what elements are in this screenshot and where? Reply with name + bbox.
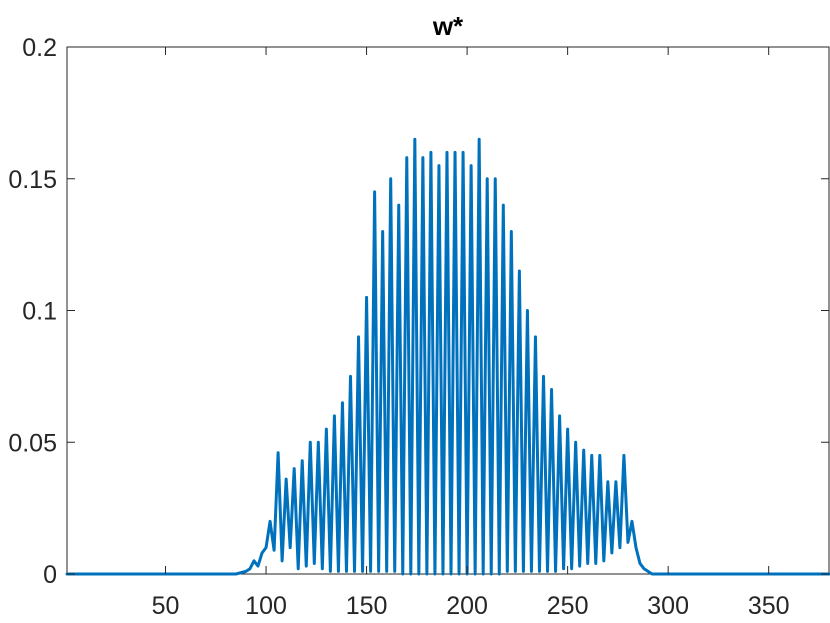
x-tick-label: 200 <box>446 592 488 620</box>
x-tick-label: 150 <box>346 592 388 620</box>
y-tick-label: 0.05 <box>8 429 57 457</box>
x-tick-label: 250 <box>547 592 589 620</box>
y-axis: 0 0.05 0.1 0.15 0.2 <box>8 34 829 589</box>
y-tick-label: 0 <box>43 561 57 589</box>
y-tick-label: 0.1 <box>22 298 57 326</box>
x-tick-label: 350 <box>748 592 790 620</box>
x-tick-label: 50 <box>152 592 180 620</box>
chart-title: w* <box>432 11 464 41</box>
plot-area <box>65 46 830 576</box>
x-tick-label: 100 <box>245 592 287 620</box>
y-tick-label: 0.15 <box>8 166 57 194</box>
x-tick-label: 300 <box>647 592 689 620</box>
x-axis: 50 100 150 200 250 300 350 <box>152 47 790 620</box>
series-line <box>65 137 830 576</box>
y-tick-label: 0.2 <box>22 34 57 62</box>
